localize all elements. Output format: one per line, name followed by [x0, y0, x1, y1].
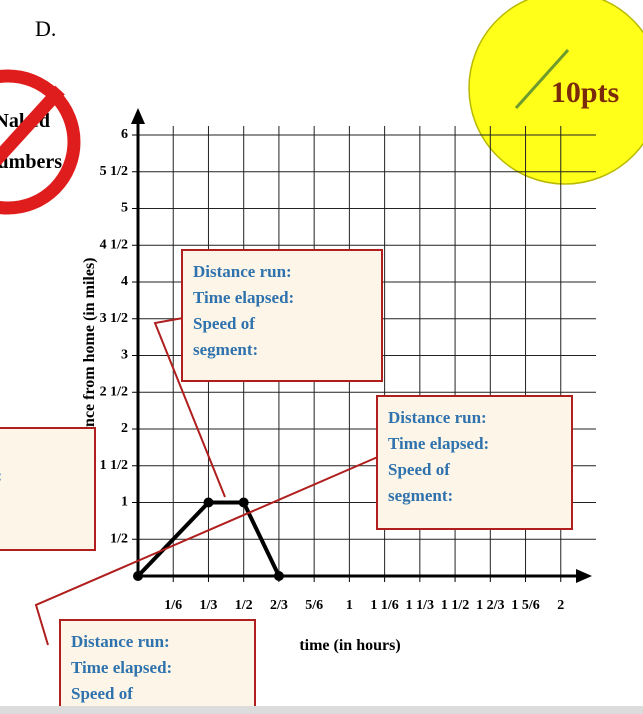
x-tick-label: 1 1/3	[406, 598, 434, 613]
callout-box	[0, 427, 96, 551]
bottom-bar	[0, 706, 643, 714]
callouts: Distance run: Time elapsed: Speed of segmen…	[0, 249, 573, 714]
y-tick-label: 5 1/2	[100, 164, 128, 179]
leader-line	[153, 317, 226, 498]
callout-text: segment:	[388, 486, 453, 505]
x-axis-label: time (in hours)	[299, 637, 400, 654]
x-tick-label: 1/3	[200, 598, 218, 613]
y-tick-label: 1/2	[110, 531, 128, 546]
badge-circle	[468, 0, 643, 185]
callout-box	[376, 395, 573, 530]
callout-text: Distance run:	[193, 262, 292, 281]
y-tick-label: 1 1/2	[100, 458, 128, 473]
y-tick-label: 4 1/2	[100, 237, 128, 252]
badge-slash	[514, 48, 570, 110]
callout-box	[59, 619, 256, 714]
y-tick-label: 3 1/2	[100, 311, 128, 326]
callout-text: Time elapsed:	[388, 434, 489, 453]
sign-text: Numbers	[0, 151, 62, 173]
callout-text: Time elapsed:	[193, 288, 294, 307]
callout-box	[181, 249, 383, 382]
callout-text: segment:	[193, 340, 258, 359]
sign-ring	[0, 69, 81, 215]
data-point	[273, 571, 284, 581]
x-tick-label: 2/3	[270, 598, 288, 613]
y-tick-label: 1	[121, 495, 128, 510]
x-tick-label: 1/6	[164, 598, 182, 613]
callout-text: Time elapsed:	[71, 658, 172, 677]
y-tick-label: 5	[121, 201, 128, 216]
heading: D.	[35, 16, 56, 41]
y-tick-label: 3	[121, 348, 128, 363]
callout-text: Distance run:	[388, 408, 487, 427]
x-tick-label: 2	[557, 598, 564, 613]
leader-line	[34, 455, 381, 646]
x-arrow	[576, 569, 592, 583]
data-point	[203, 497, 214, 508]
x-tick-label: 1 2/3	[476, 598, 504, 613]
y-arrow	[131, 108, 145, 124]
y-tick-label: 2 1/2	[100, 384, 128, 399]
x-tick-label: 1	[346, 598, 353, 613]
x-tick-label: 1/2	[235, 598, 253, 613]
callout-text: Time elapsed:	[0, 466, 2, 485]
data-line	[136, 500, 281, 578]
callout-text: Speed of	[193, 314, 255, 333]
data-point	[238, 497, 249, 508]
x-tick-label: 1 1/6	[370, 598, 398, 613]
y-tick-label: 2	[121, 421, 128, 436]
x-tick-label: 1 1/2	[441, 598, 469, 613]
data-point	[133, 571, 143, 581]
x-tick-label: 1 5/6	[511, 598, 539, 613]
callout-text: Speed of	[71, 684, 133, 703]
y-tick-label: 6	[121, 127, 128, 142]
x-tick-label: 5/6	[305, 598, 323, 613]
y-tick-label: 4	[121, 274, 128, 289]
callout-text: Speed of	[388, 460, 450, 479]
callout-text: Distance run:	[71, 632, 170, 651]
y-axis-label: Distance from home (in miles)	[81, 258, 98, 463]
sign-slash	[0, 85, 65, 166]
badge-text: 10pts	[551, 76, 619, 109]
